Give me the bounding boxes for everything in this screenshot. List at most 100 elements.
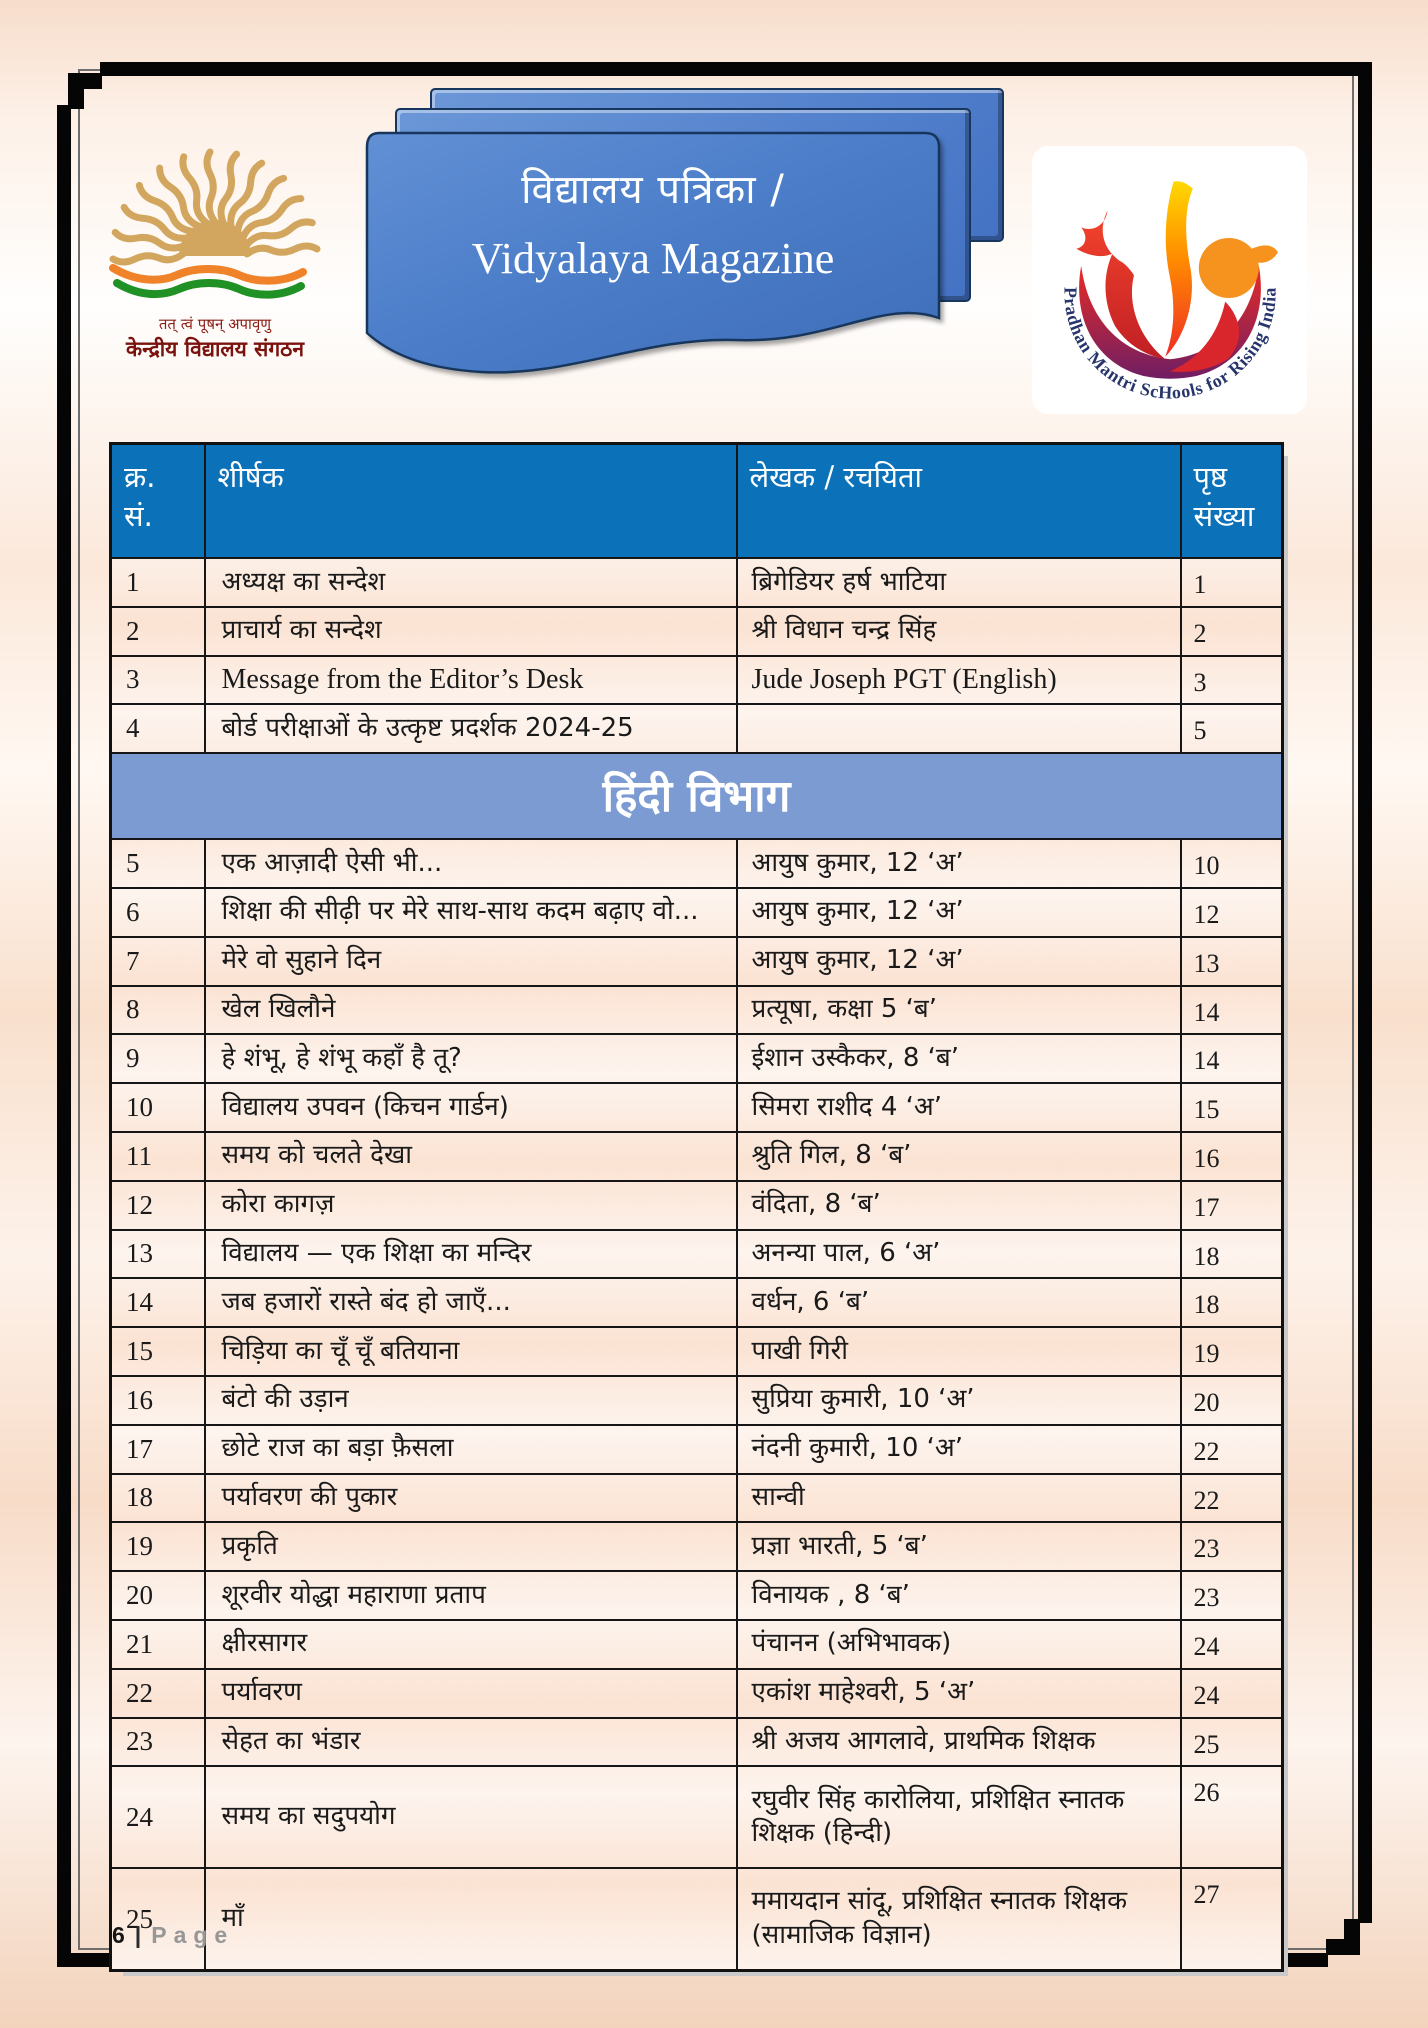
cell-author: श्री विधान चन्द्र सिंह: [735, 605, 1182, 657]
cell-author: वंदिता, 8 ‘ब’: [735, 1179, 1182, 1231]
table-row: 19 प्रकृति प्रज्ञा भारती, 5 ‘ब’ 23: [109, 1521, 1284, 1573]
table-row: 12 कोरा कागज़ वंदिता, 8 ‘ब’ 17: [109, 1179, 1284, 1231]
footer-page-number: 6: [112, 1922, 125, 1948]
cell-page: 18: [1179, 1228, 1284, 1280]
table-row: 17 छोटे राज का बड़ा फ़ैसला नंदनी कुमारी, 1…: [109, 1423, 1284, 1475]
cell-page: 19: [1179, 1326, 1284, 1377]
table-row: 13 विद्यालय — एक शिक्षा का मन्दिर अनन्या प…: [109, 1228, 1284, 1280]
section-row: हिंदी विभाग: [109, 752, 1284, 841]
cell-title: समय का सदुपयोग: [203, 1765, 738, 1870]
cell-page: 1: [1179, 557, 1284, 608]
cell-serial: 4: [109, 703, 206, 755]
cell-title: छोटे राज का बड़ा फ़ैसला: [203, 1423, 738, 1475]
cell-author: वर्धन, 6 ‘ब’: [735, 1277, 1182, 1329]
page-border-corner-step: [68, 73, 102, 89]
cell-serial: 23: [109, 1716, 206, 1768]
cell-serial: 9: [109, 1033, 206, 1085]
table-row: 24 समय का सदुपयोग रघुवीर सिंह कारोलिया, प्…: [109, 1765, 1284, 1870]
cell-author: आयुष कुमार, 12 ‘अ’: [735, 935, 1182, 987]
cell-page: 15: [1179, 1082, 1284, 1133]
cell-serial: 15: [109, 1326, 206, 1377]
cell-author: श्री अजय आगलावे, प्राथमिक शिक्षक: [735, 1716, 1182, 1768]
banner-title-hindi: विद्यालय पत्रिका /: [521, 167, 785, 213]
col-header-page: पृष्ठ संख्या: [1179, 442, 1284, 559]
cell-page: 26: [1179, 1765, 1284, 1870]
cell-title: पर्यावरण: [203, 1667, 738, 1719]
table-row: 11 समय को चलते देखा श्रुति गिल, 8 ‘ब’ 16: [109, 1130, 1284, 1182]
kvs-sun-icon: [109, 148, 321, 299]
kvs-logo: तत् त्वं पूषन् अपावृणु केन्द्रीय विद्याल…: [92, 122, 338, 398]
table-row: 2 प्राचार्य का सन्देश श्री विधान चन्द्र सि…: [109, 605, 1284, 657]
section-header-hindi: हिंदी विभाग: [109, 752, 1284, 841]
cell-page: 10: [1179, 838, 1284, 889]
table-row: 3 Message from the Editor’s Desk Jude Jose…: [109, 654, 1284, 706]
cell-title: क्षीरसागर: [203, 1618, 738, 1670]
cell-serial: 1: [109, 557, 206, 608]
cell-page: 25: [1179, 1716, 1284, 1768]
cell-page: 20: [1179, 1374, 1284, 1426]
cell-author: सान्वी: [735, 1472, 1182, 1524]
cell-title: माँ: [203, 1867, 738, 1972]
table-row: 20 शूरवीर योद्धा महाराणा प्रताप विनायक , 8…: [109, 1570, 1284, 1621]
cell-page: 3: [1179, 654, 1284, 706]
cell-page: 17: [1179, 1179, 1284, 1231]
cell-author: आयुष कुमार, 12 ‘अ’: [735, 838, 1182, 889]
cell-author: सुप्रिया कुमारी, 10 ‘अ’: [735, 1374, 1182, 1426]
cell-author: सिमरा राशीद 4 ‘अ’: [735, 1082, 1182, 1133]
cell-serial: 18: [109, 1472, 206, 1524]
cell-title: अध्यक्ष का सन्देश: [203, 557, 738, 608]
cell-serial: 21: [109, 1618, 206, 1670]
banner-title-english: Vidyalaya Magazine: [471, 234, 835, 283]
table-row: 25 माँ ममायदान सांदू, प्रशिक्षित स्नातक शि…: [109, 1867, 1284, 1972]
cell-serial: 6: [109, 886, 206, 938]
footer-separator: |: [134, 1922, 142, 1948]
kvs-name: केन्द्रीय विद्यालय संगठन: [125, 336, 305, 361]
table-row: 9 हे शंभू, हे शंभू कहाँ है तू? ईशान उस्कैक…: [109, 1033, 1284, 1085]
cell-title: बोर्ड परीक्षाओं के उत्कृष्ट प्रदर्शक 202…: [203, 703, 738, 755]
cell-serial: 7: [109, 935, 206, 987]
cell-author: पाखी गिरी: [735, 1326, 1182, 1377]
table-row: 23 सेहत का भंडार श्री अजय आगलावे, प्राथमिक…: [109, 1716, 1284, 1768]
cell-title: मेरे वो सुहाने दिन: [203, 935, 738, 987]
cell-page: 22: [1179, 1472, 1284, 1524]
cell-author: ममायदान सांदू, प्रशिक्षित स्नातक शिक्षक …: [735, 1867, 1182, 1972]
magazine-banner: विद्यालय पत्रिका / Vidyalaya Magazine: [355, 88, 1015, 398]
col-header-title: शीर्षक: [203, 442, 738, 559]
cell-page: 14: [1179, 984, 1284, 1036]
cell-title: जब हजारों रास्ते बंद हो जाएँ...: [203, 1277, 738, 1329]
cell-title: हे शंभू, हे शंभू कहाँ है तू?: [203, 1033, 738, 1085]
table-row: 10 विद्यालय उपवन (किचन गार्डन) सिमरा राशीद…: [109, 1082, 1284, 1133]
page-border-right: [1358, 76, 1372, 1923]
banner-front: विद्यालय पत्रिका / Vidyalaya Magazine: [363, 130, 943, 385]
pmshri-flame-icon: Pradhan Mantri ScHools for Rising India: [1060, 181, 1279, 400]
table-row: 22 पर्यावरण एकांश माहेश्वरी, 5 ‘अ’ 24: [109, 1667, 1284, 1719]
cell-serial: 17: [109, 1423, 206, 1475]
cell-author: रघुवीर सिंह कारोलिया, प्रशिक्षित स्नातक …: [735, 1765, 1182, 1870]
cell-author: अनन्या पाल, 6 ‘अ’: [735, 1228, 1182, 1280]
cell-serial: 19: [109, 1521, 206, 1573]
page-border-corner-step: [1326, 1939, 1360, 1955]
cell-page: 13: [1179, 935, 1284, 987]
cell-page: 23: [1179, 1570, 1284, 1621]
cell-author: विनायक , 8 ‘ब’: [735, 1570, 1182, 1621]
cell-page: 14: [1179, 1033, 1284, 1085]
kvs-motto: तत् त्वं पूषन् अपावृणु: [158, 315, 272, 333]
cell-serial: 3: [109, 654, 206, 706]
table-row: 6 शिक्षा की सीढ़ी पर मेरे साथ-साथ कदम बढ़…: [109, 886, 1284, 938]
cell-title: चिड़िया का चूँ चूँ बतियाना: [203, 1326, 738, 1377]
cell-serial: 14: [109, 1277, 206, 1329]
cell-page: 18: [1179, 1277, 1284, 1329]
cell-serial: 22: [109, 1667, 206, 1719]
cell-page: 2: [1179, 605, 1284, 657]
table-row: 14 जब हजारों रास्ते बंद हो जाएँ... वर्धन, …: [109, 1277, 1284, 1329]
cell-serial: 20: [109, 1570, 206, 1621]
table-row: 8 खेल खिलौने प्रत्यूषा, कक्षा 5 ‘ब’ 14: [109, 984, 1284, 1036]
table-row: 15 चिड़िया का चूँ चूँ बतियाना पाखी गिरी 19: [109, 1326, 1284, 1377]
cell-author: एकांश माहेश्वरी, 5 ‘अ’: [735, 1667, 1182, 1719]
cell-author: [735, 703, 1182, 755]
cell-author: प्रत्यूषा, कक्षा 5 ‘ब’: [735, 984, 1182, 1036]
cell-title: पर्यावरण की पुकार: [203, 1472, 738, 1524]
cell-serial: 10: [109, 1082, 206, 1133]
page-border-left: [57, 105, 71, 1967]
table-row: 7 मेरे वो सुहाने दिन आयुष कुमार, 12 ‘अ’ 13: [109, 935, 1284, 987]
